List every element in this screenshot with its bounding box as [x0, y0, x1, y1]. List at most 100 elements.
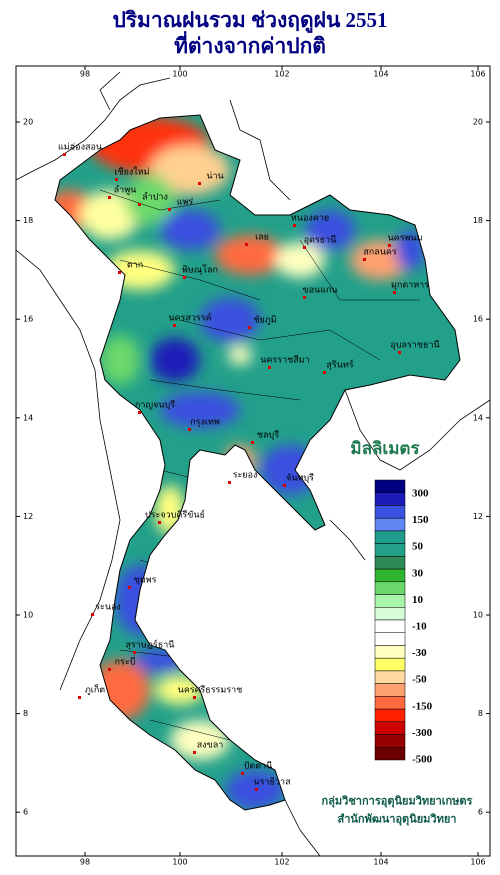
x-tick-label: 100: [172, 858, 187, 867]
legend-swatch: [374, 517, 406, 532]
legend-swatch: [374, 568, 406, 583]
place-label: หนองคาย: [291, 214, 329, 224]
legend-swatch: [374, 721, 406, 735]
legend-swatch: [374, 530, 406, 544]
place-label: ขอนแก่น: [302, 286, 337, 296]
title-line: ปริมาณฝนรวม ช่วงฤดูฝน 2551: [112, 8, 387, 34]
title-line: ที่ต่างจากค่าปกติ: [174, 30, 326, 58]
place-marker: [245, 243, 248, 246]
legend-label: 10: [412, 594, 424, 606]
place-label: แม่ฮ่องสอน: [58, 143, 102, 153]
place-marker: [158, 521, 161, 524]
y-tick-label: 10: [473, 611, 483, 620]
place-label: จันทบุรี: [286, 473, 314, 484]
legend-swatch: [374, 683, 406, 697]
place-marker: [248, 326, 251, 329]
place-marker: [183, 276, 186, 279]
legend-swatch: [374, 670, 406, 684]
place-label: กระบี่: [115, 655, 136, 668]
place-label: นครศรีธรรมราช: [178, 685, 243, 696]
place-marker: [118, 271, 121, 274]
legend-swatch: [374, 619, 406, 633]
place-marker: [323, 371, 326, 374]
legend-swatch: [374, 747, 406, 761]
x-tick-label: 100: [172, 70, 187, 79]
credit-line: กลุ่มวิชาการอุตุนิยมวิทยาเกษตร: [322, 795, 473, 809]
place-marker: [303, 246, 306, 249]
place-marker: [303, 296, 306, 299]
place-marker: [293, 224, 296, 227]
place-label: นราธิวาส: [253, 777, 291, 788]
place-marker: [63, 153, 66, 156]
place-label: ลำปาง: [142, 192, 168, 203]
place-label: น่าน: [206, 172, 223, 182]
place-marker: [241, 772, 244, 775]
place-label: ชลบุรี: [257, 430, 279, 441]
y-tick-label: 16: [23, 315, 33, 324]
place-label: สกลนคร: [363, 248, 397, 258]
legend-label: -500: [412, 754, 433, 766]
place-marker: [108, 196, 111, 199]
place-marker: [128, 586, 131, 589]
y-tick-label: 18: [473, 216, 483, 225]
legend-swatch: [374, 479, 406, 493]
place-marker: [168, 208, 171, 211]
y-tick-label: 14: [23, 413, 33, 422]
place-label: สงขลา: [197, 741, 224, 751]
legend-label: -10: [412, 621, 427, 633]
place-marker: [393, 291, 396, 294]
place-marker: [91, 613, 94, 616]
y-tick-label: 12: [473, 512, 483, 521]
legend-label: 300: [412, 488, 429, 500]
legend-label: -300: [412, 727, 433, 739]
x-tick-label: 98: [80, 858, 90, 867]
place-marker: [138, 411, 141, 414]
y-tick-label: 10: [23, 611, 33, 620]
legend-title: มิลลิเมตร: [350, 439, 420, 458]
y-tick-label: 8: [478, 709, 483, 718]
place-label: เชียงใหม่: [114, 167, 149, 178]
place-label: เลย: [255, 233, 269, 243]
legend-swatch: [374, 543, 406, 557]
place-label: นครราชสีมา: [260, 355, 309, 366]
place-marker: [133, 651, 136, 654]
legend-swatch: [374, 556, 406, 570]
place-label: ภูเก็ต: [85, 683, 105, 696]
legend-swatch: [374, 734, 406, 748]
place-marker: [138, 203, 141, 206]
place-label: อุดรธานี: [304, 235, 337, 246]
legend-swatch: [374, 632, 406, 646]
y-tick-label: 6: [478, 808, 483, 817]
place-label: ตาก: [127, 261, 143, 271]
place-marker: [251, 441, 254, 444]
legend-swatch: [374, 581, 406, 595]
place-label: ชุมพร: [134, 576, 157, 586]
x-tick-label: 106: [470, 70, 485, 79]
x-tick-label: 102: [274, 858, 289, 867]
legend-swatch: [374, 657, 406, 672]
legend-swatch: [374, 505, 406, 519]
legend-swatch: [374, 594, 406, 608]
place-marker: [193, 696, 196, 699]
place-label: ระนอง: [95, 603, 121, 613]
place-marker: [363, 258, 366, 261]
place-marker: [268, 366, 271, 369]
y-tick-label: 20: [473, 118, 483, 127]
legend-swatch: [374, 645, 406, 659]
place-label: ลำพูน: [114, 185, 137, 196]
y-tick-label: 20: [23, 118, 33, 127]
place-label: แพร่: [177, 198, 194, 208]
x-tick-label: 98: [80, 70, 90, 79]
y-tick-label: 12: [23, 512, 33, 521]
place-label: พิษณุโลก: [182, 265, 218, 276]
y-tick-label: 14: [473, 413, 483, 422]
legend-label: 150: [412, 514, 429, 526]
legend-label: -150: [412, 700, 433, 712]
place-label: นครพนม: [387, 234, 422, 244]
place-label: ประจวบคีรีขันธ์: [145, 509, 205, 521]
place-label: สุรินทร์: [326, 359, 353, 371]
place-marker: [388, 244, 391, 247]
x-tick-label: 106: [470, 858, 485, 867]
credit-line: สำนักพัฒนาอุตุนิยมวิทยา: [338, 813, 457, 827]
